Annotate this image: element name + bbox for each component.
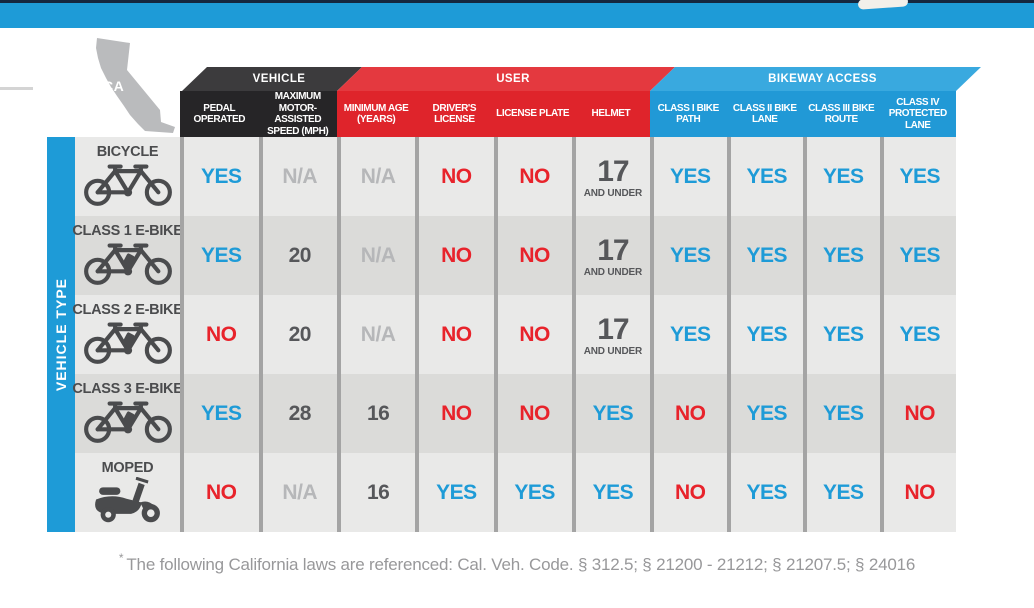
- value-cell: 20: [258, 216, 337, 295]
- column-header-class4-protected-lane: CLASS IV PROTECTED LANE: [888, 96, 947, 131]
- column-header-max-motor-assisted-speed: MAXIMUM MOTOR-ASSISTED SPEED (MPH): [267, 91, 329, 137]
- group-header-vehicle: VEHICLE: [182, 67, 362, 91]
- value-cell: YES: [879, 137, 956, 216]
- value-cell: YES: [571, 453, 650, 532]
- footnote: * The following California laws are refer…: [0, 551, 1034, 575]
- column-header-helmet: HELMET: [591, 108, 631, 120]
- value-cell: 17 AND UNDER: [571, 216, 650, 295]
- row-label: CLASS 3 E-BIKE: [72, 381, 183, 397]
- value-cell: NO: [493, 295, 572, 374]
- value-cell: NO: [650, 453, 727, 532]
- column-header-license-plate: LICENSE PLATE: [496, 108, 570, 120]
- value-cell: YES: [726, 453, 803, 532]
- footnote-text: The following California laws are refere…: [126, 555, 916, 574]
- column-header-minimum-age: MINIMUM AGE (YEARS): [343, 102, 409, 126]
- value-cell: YES: [726, 137, 803, 216]
- value-cell: N/A: [258, 453, 337, 532]
- california-map-icon: CA: [83, 38, 175, 133]
- subheader-strip-vehicle: PEDAL OPERATED MAXIMUM MOTOR-ASSISTED SP…: [180, 91, 337, 137]
- group-header-user: USER: [337, 67, 675, 91]
- vehicle-type-axis: VEHICLE TYPE: [47, 137, 75, 532]
- table-row: BICYCLE YES N/A N/A NO NO 17 AND UNDER YES YES YE…: [75, 137, 956, 216]
- value-cell: YES: [803, 295, 880, 374]
- row-label-cell: CLASS 3 E-BIKE: [72, 374, 183, 453]
- value-cell: YES: [415, 453, 494, 532]
- value-cell: NO: [493, 374, 572, 453]
- value-cell: N/A: [337, 216, 416, 295]
- value-cell: YES: [571, 374, 650, 453]
- table-row: CLASS 2 E-BIKE NO 20 N/A NO NO 17 AND UNDER YES…: [72, 295, 956, 374]
- value-cell: 16: [337, 453, 416, 532]
- row-label-cell: CLASS 1 E-BIKE: [72, 216, 183, 295]
- value-cell: NO: [879, 453, 956, 532]
- california-map-label: CA: [103, 78, 125, 94]
- row-label: CLASS 1 E-BIKE: [72, 223, 183, 239]
- value-cell: N/A: [337, 295, 416, 374]
- value-cell: N/A: [337, 137, 416, 216]
- column-header-class1-bike-path: CLASS I BIKE PATH: [657, 102, 720, 126]
- value-cell: 20: [258, 295, 337, 374]
- value-cell: NO: [493, 137, 572, 216]
- value-cell: YES: [803, 374, 880, 453]
- value-cell: 28: [258, 374, 337, 453]
- value-cell: YES: [650, 295, 727, 374]
- value-cell: YES: [180, 137, 259, 216]
- group-header-bikeway-access: BIKEWAY ACCESS: [650, 67, 981, 91]
- table-row: CLASS 1 E-BIKE YES 20 N/A NO NO 17 AND UNDER YE…: [72, 216, 956, 295]
- value-cell: N/A: [258, 137, 337, 216]
- value-cell: YES: [803, 453, 880, 532]
- value-cell: YES: [493, 453, 572, 532]
- column-header-drivers-license: DRIVER'S LICENSE: [432, 102, 477, 126]
- footnote-asterisk: *: [118, 551, 124, 565]
- value-cell: YES: [650, 137, 727, 216]
- ebike-icon: [82, 319, 174, 370]
- value-cell: 16: [337, 374, 416, 453]
- subheader-strip-bikeway: CLASS I BIKE PATH CLASS II BIKE LANE CLA…: [650, 91, 956, 137]
- value-cell: NO: [415, 216, 494, 295]
- value-cell: YES: [180, 374, 259, 453]
- value-cell: NO: [650, 374, 727, 453]
- value-cell: NO: [415, 295, 494, 374]
- table-row: MOPED NO N/A 16 YES YES YES NO YES YES NO: [75, 453, 956, 532]
- subheader-strip-user: MINIMUM AGE (YEARS) DRIVER'S LICENSE LIC…: [337, 91, 650, 137]
- left-rule-decoration: [0, 87, 33, 90]
- row-label: BICYCLE: [96, 144, 159, 160]
- ebike-icon: [82, 398, 174, 449]
- moped-icon: [90, 476, 166, 530]
- column-header-class3-bike-route: CLASS III BIKE ROUTE: [808, 102, 875, 126]
- value-cell: YES: [803, 216, 880, 295]
- value-cell: NO: [415, 374, 494, 453]
- value-cell: YES: [879, 295, 956, 374]
- row-label: CLASS 2 E-BIKE: [72, 302, 183, 318]
- value-cell: YES: [180, 216, 259, 295]
- value-cell: 17 AND UNDER: [571, 295, 650, 374]
- value-cell: YES: [726, 295, 803, 374]
- value-cell: 17 AND UNDER: [571, 137, 650, 216]
- bicycle-icon: [82, 161, 174, 212]
- value-cell: NO: [493, 216, 572, 295]
- table-body: BICYCLE YES N/A N/A NO NO 17 AND UNDER YES YES YE…: [72, 137, 956, 532]
- value-cell: YES: [803, 137, 880, 216]
- row-label: MOPED: [101, 460, 154, 476]
- value-cell: NO: [180, 453, 259, 532]
- table-row: CLASS 3 E-BIKE YES 28 16 NO NO YES NO YES YES NO: [72, 374, 956, 453]
- vehicle-type-axis-label: VEHICLE TYPE: [53, 277, 69, 392]
- ebike-icon: [82, 240, 174, 291]
- value-cell: YES: [726, 374, 803, 453]
- value-cell: YES: [650, 216, 727, 295]
- row-label-cell: MOPED: [75, 453, 180, 532]
- value-cell: YES: [726, 216, 803, 295]
- value-cell: YES: [879, 216, 956, 295]
- column-header-pedal-operated: PEDAL OPERATED: [193, 102, 246, 126]
- value-cell: NO: [879, 374, 956, 453]
- value-cell: NO: [180, 295, 259, 374]
- value-cell: NO: [415, 137, 494, 216]
- row-label-cell: BICYCLE: [75, 137, 180, 216]
- column-header-class2-bike-lane: CLASS II BIKE LANE: [732, 102, 797, 126]
- row-label-cell: CLASS 2 E-BIKE: [72, 295, 183, 374]
